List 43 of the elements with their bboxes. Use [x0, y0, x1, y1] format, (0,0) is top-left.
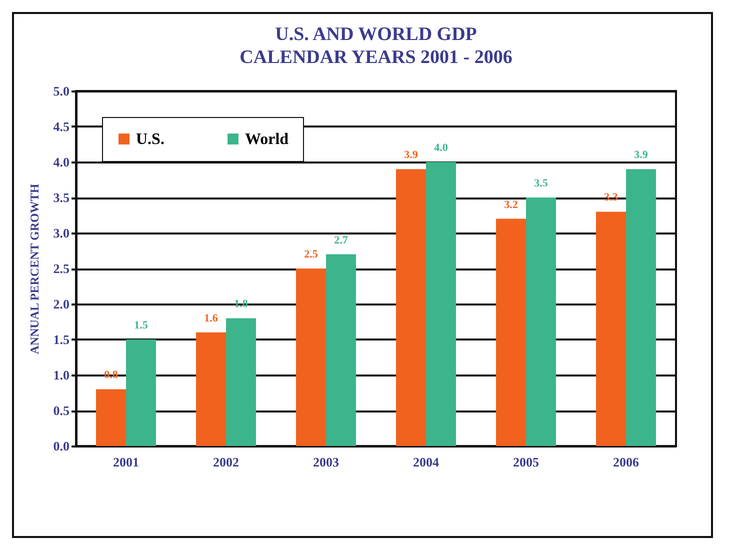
y-tick-label: 0.0 [53, 438, 70, 454]
bar [226, 318, 256, 446]
data-label: 3.9 [634, 149, 648, 162]
chart-title: U.S. AND WORLD GDP [275, 24, 478, 45]
bar [596, 212, 626, 446]
bar [326, 254, 356, 446]
data-label: 2.7 [334, 234, 348, 246]
data-label: 1.6 [204, 312, 218, 324]
x-tick-label: 2002 [213, 454, 239, 470]
data-label: 3.5 [534, 178, 548, 190]
bar [626, 169, 656, 446]
bar [96, 389, 126, 446]
data-label: 3.9 [404, 149, 418, 162]
y-tick-label: 1.5 [53, 332, 70, 347]
x-tick-label: 2001 [113, 454, 139, 470]
legend-label: U.S. [136, 131, 164, 148]
y-tick-label: 1.0 [53, 368, 70, 382]
y-tick-label: 4.5 [53, 119, 70, 134]
y-tick-label: 5.0 [53, 84, 70, 98]
bar [526, 198, 556, 446]
x-tick-label: 2003 [313, 454, 340, 470]
y-tick-label: 4.0 [53, 154, 70, 170]
y-axis-title: ANNUAL PERCENT GROWTH [27, 183, 42, 354]
x-tick-label: 2005 [513, 454, 540, 470]
data-label: 3.2 [504, 198, 518, 211]
y-tick-label: 2.5 [53, 261, 70, 276]
data-label: 2.5 [304, 248, 318, 260]
bar [126, 340, 156, 446]
bar [426, 162, 456, 446]
legend-label: World [245, 131, 289, 148]
data-label: 4.0 [434, 142, 448, 154]
bar [396, 169, 426, 446]
x-tick-label: 2004 [413, 454, 440, 470]
chart-subtitle: CALENDAR YEARS 2001 - 2006 [240, 47, 512, 68]
y-tick-label: 2.0 [53, 296, 70, 312]
bar [196, 332, 226, 446]
y-tick-label: 3.0 [53, 226, 70, 240]
x-tick-label: 2006 [613, 454, 640, 470]
bar [296, 268, 326, 446]
y-tick-label: 0.5 [53, 403, 70, 418]
data-label: 1.5 [134, 320, 148, 332]
y-tick-label: 3.5 [53, 190, 70, 205]
bar [496, 218, 526, 446]
